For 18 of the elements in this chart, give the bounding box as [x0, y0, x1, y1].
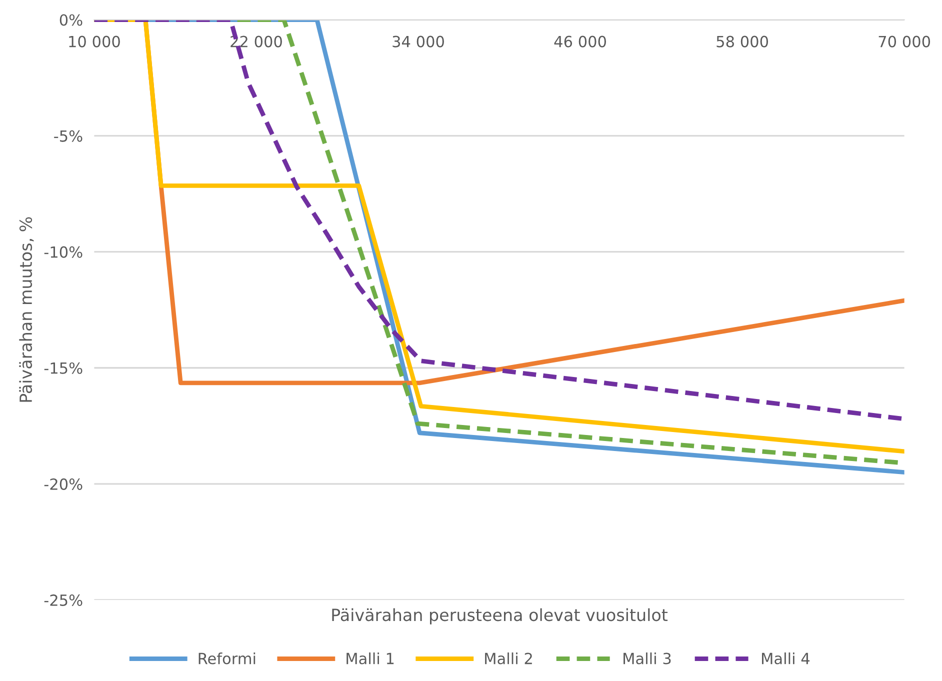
x-tick-label: 58 000 — [716, 36, 768, 48]
y-tick-label: 0% — [60, 14, 82, 26]
x-tick-label: 46 000 — [554, 36, 606, 48]
y-tick-label: -10% — [44, 246, 82, 258]
legend-label: Reformi — [198, 652, 256, 664]
y-axis-title: Päivärahan muutos, % — [19, 217, 34, 402]
y-tick-label: -25% — [44, 594, 82, 606]
y-tick-label: -15% — [44, 362, 82, 374]
y-tick-label: -20% — [44, 478, 82, 490]
x-tick-label: 34 000 — [392, 36, 444, 48]
legend-label: Malli 2 — [485, 652, 532, 664]
x-axis-title: Päivärahan perusteena olevat vuositulot — [332, 608, 668, 624]
x-tick-label: 70 000 — [878, 36, 930, 48]
x-tick-label: 10 000 — [69, 36, 120, 48]
legend-label: Malli 4 — [762, 652, 810, 664]
legend-label: Malli 3 — [624, 652, 671, 664]
legend-label: Malli 1 — [346, 652, 394, 664]
y-tick-label: -5% — [54, 130, 82, 142]
